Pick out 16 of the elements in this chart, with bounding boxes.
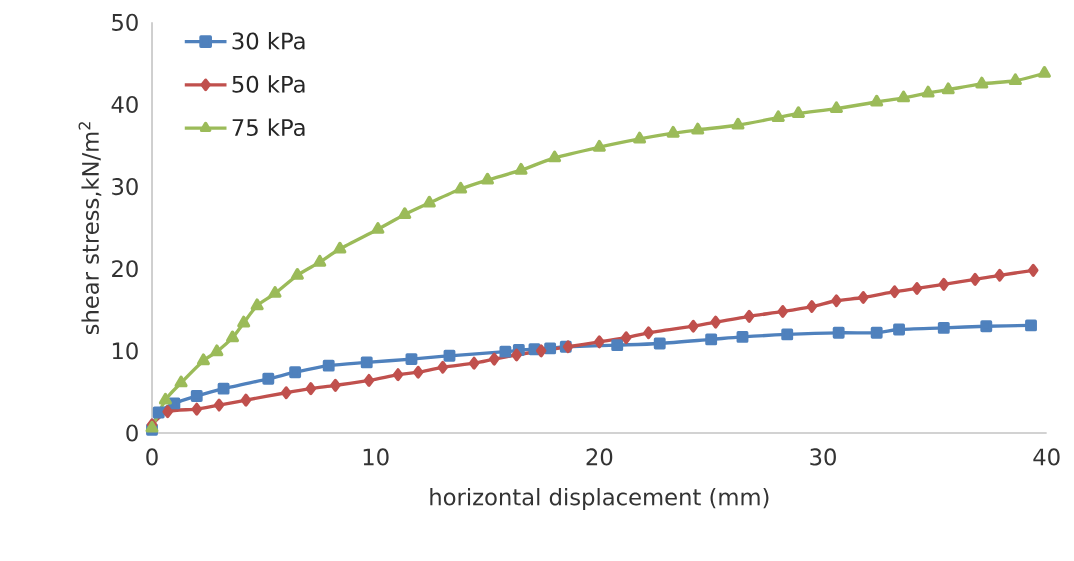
x-tick-label: 30: [810, 448, 836, 466]
y-tick-label: 50: [112, 13, 138, 31]
y-tick-label: 0: [126, 424, 138, 442]
y-tick-label: 30: [112, 178, 138, 196]
x-tick-label: 10: [363, 448, 389, 466]
legend-label: 75 kPa: [232, 118, 305, 137]
x-tick-label: 20: [586, 448, 613, 466]
legend-label: 30 kPa: [232, 32, 305, 50]
y-tick-label: 10: [112, 342, 138, 360]
x-tick-label: 0: [146, 448, 158, 466]
y-tick-label: 20: [112, 260, 138, 278]
x-tick-label: 40: [1033, 448, 1060, 466]
legend-label: 50 kPa: [232, 75, 305, 93]
y-tick-label: 40: [111, 95, 138, 114]
x-axis-title: horizontal displacement (mm): [430, 488, 769, 510]
y-axis-title: shear stress,kN/m$^{2}$: [78, 122, 102, 335]
